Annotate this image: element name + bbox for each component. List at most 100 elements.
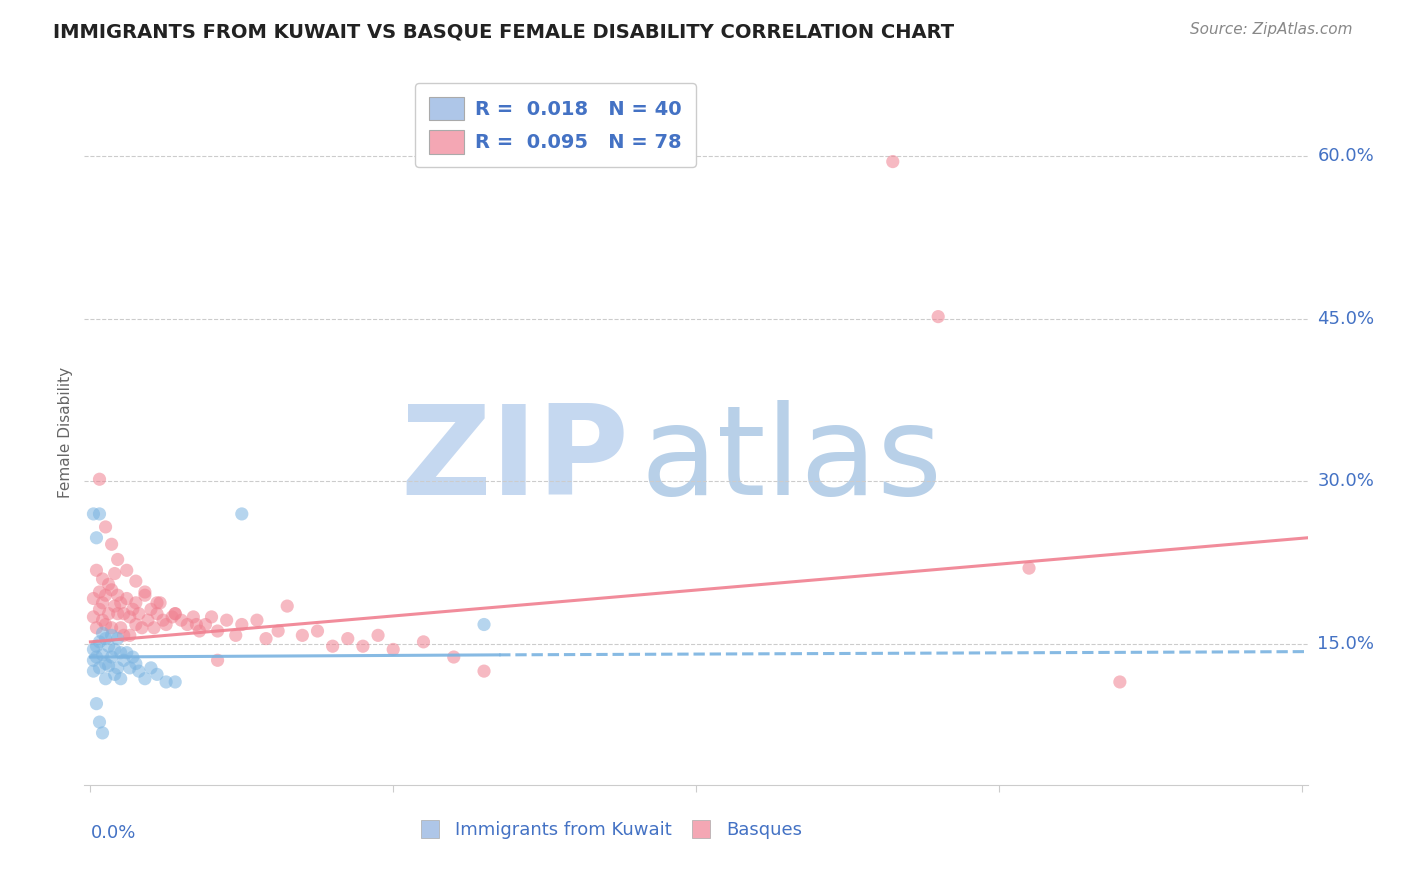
- Point: [146, 667, 169, 681]
- Point: [115, 563, 138, 577]
- Point: [128, 607, 150, 621]
- Point: [104, 642, 127, 657]
- Point: [443, 650, 465, 665]
- Point: [194, 617, 217, 632]
- Point: [104, 667, 127, 681]
- Point: [352, 639, 374, 653]
- Text: IMMIGRANTS FROM KUWAIT VS BASQUE FEMALE DISABILITY CORRELATION CHART: IMMIGRANTS FROM KUWAIT VS BASQUE FEMALE …: [53, 22, 955, 41]
- Point: [89, 715, 111, 730]
- Point: [107, 588, 129, 602]
- Point: [115, 646, 138, 660]
- Point: [94, 672, 117, 686]
- Point: [155, 675, 177, 690]
- Point: [100, 621, 122, 635]
- Point: [207, 653, 229, 667]
- Point: [146, 596, 169, 610]
- Point: [472, 664, 495, 678]
- Point: [367, 628, 389, 642]
- Point: [91, 613, 114, 627]
- Point: [82, 653, 104, 667]
- Point: [107, 632, 129, 646]
- Point: [200, 610, 222, 624]
- Point: [82, 642, 104, 657]
- Point: [110, 596, 132, 610]
- Point: [134, 585, 156, 599]
- Point: [107, 552, 129, 566]
- Point: [118, 628, 141, 642]
- Point: [100, 628, 122, 642]
- Point: [121, 650, 143, 665]
- Point: [291, 628, 314, 642]
- Point: [91, 648, 114, 662]
- Point: [110, 621, 132, 635]
- Point: [86, 621, 108, 635]
- Point: [112, 607, 135, 621]
- Point: [882, 154, 904, 169]
- Point: [121, 602, 143, 616]
- Point: [165, 607, 187, 621]
- Point: [267, 624, 290, 638]
- Point: [86, 650, 108, 665]
- Point: [136, 613, 159, 627]
- Text: 30.0%: 30.0%: [1317, 473, 1374, 491]
- Point: [100, 582, 122, 597]
- Point: [152, 613, 174, 627]
- Point: [112, 653, 135, 667]
- Point: [89, 635, 111, 649]
- Point: [94, 520, 117, 534]
- Point: [110, 646, 132, 660]
- Text: Source: ZipAtlas.com: Source: ZipAtlas.com: [1189, 22, 1353, 37]
- Point: [100, 537, 122, 551]
- Point: [89, 661, 111, 675]
- Text: 15.0%: 15.0%: [1317, 635, 1375, 653]
- Point: [146, 607, 169, 621]
- Point: [183, 610, 205, 624]
- Point: [207, 624, 229, 638]
- Y-axis label: Female Disability: Female Disability: [58, 367, 73, 499]
- Point: [91, 726, 114, 740]
- Point: [125, 574, 148, 589]
- Point: [231, 617, 253, 632]
- Point: [107, 607, 129, 621]
- Point: [125, 596, 148, 610]
- Point: [134, 588, 156, 602]
- Point: [160, 610, 183, 624]
- Point: [104, 566, 127, 581]
- Point: [170, 613, 193, 627]
- Point: [97, 658, 120, 673]
- Point: [254, 632, 277, 646]
- Point: [82, 664, 104, 678]
- Point: [82, 610, 104, 624]
- Point: [86, 639, 108, 653]
- Text: ZIP: ZIP: [399, 401, 628, 521]
- Point: [89, 472, 111, 486]
- Point: [91, 572, 114, 586]
- Point: [125, 617, 148, 632]
- Point: [86, 697, 108, 711]
- Point: [215, 613, 238, 627]
- Text: 0.0%: 0.0%: [90, 823, 136, 842]
- Point: [82, 507, 104, 521]
- Point: [118, 661, 141, 675]
- Text: atlas: atlas: [641, 401, 943, 521]
- Point: [143, 621, 166, 635]
- Point: [307, 624, 329, 638]
- Point: [149, 596, 172, 610]
- Point: [91, 626, 114, 640]
- Point: [131, 621, 153, 635]
- Point: [94, 617, 117, 632]
- Point: [1108, 675, 1130, 690]
- Point: [412, 635, 434, 649]
- Point: [97, 607, 120, 621]
- Point: [89, 602, 111, 616]
- Point: [322, 639, 344, 653]
- Point: [104, 599, 127, 613]
- Point: [927, 310, 949, 324]
- Point: [155, 617, 177, 632]
- Point: [1018, 561, 1040, 575]
- Point: [100, 650, 122, 665]
- Point: [125, 657, 148, 671]
- Point: [139, 602, 162, 616]
- Point: [176, 617, 198, 632]
- Point: [165, 607, 187, 621]
